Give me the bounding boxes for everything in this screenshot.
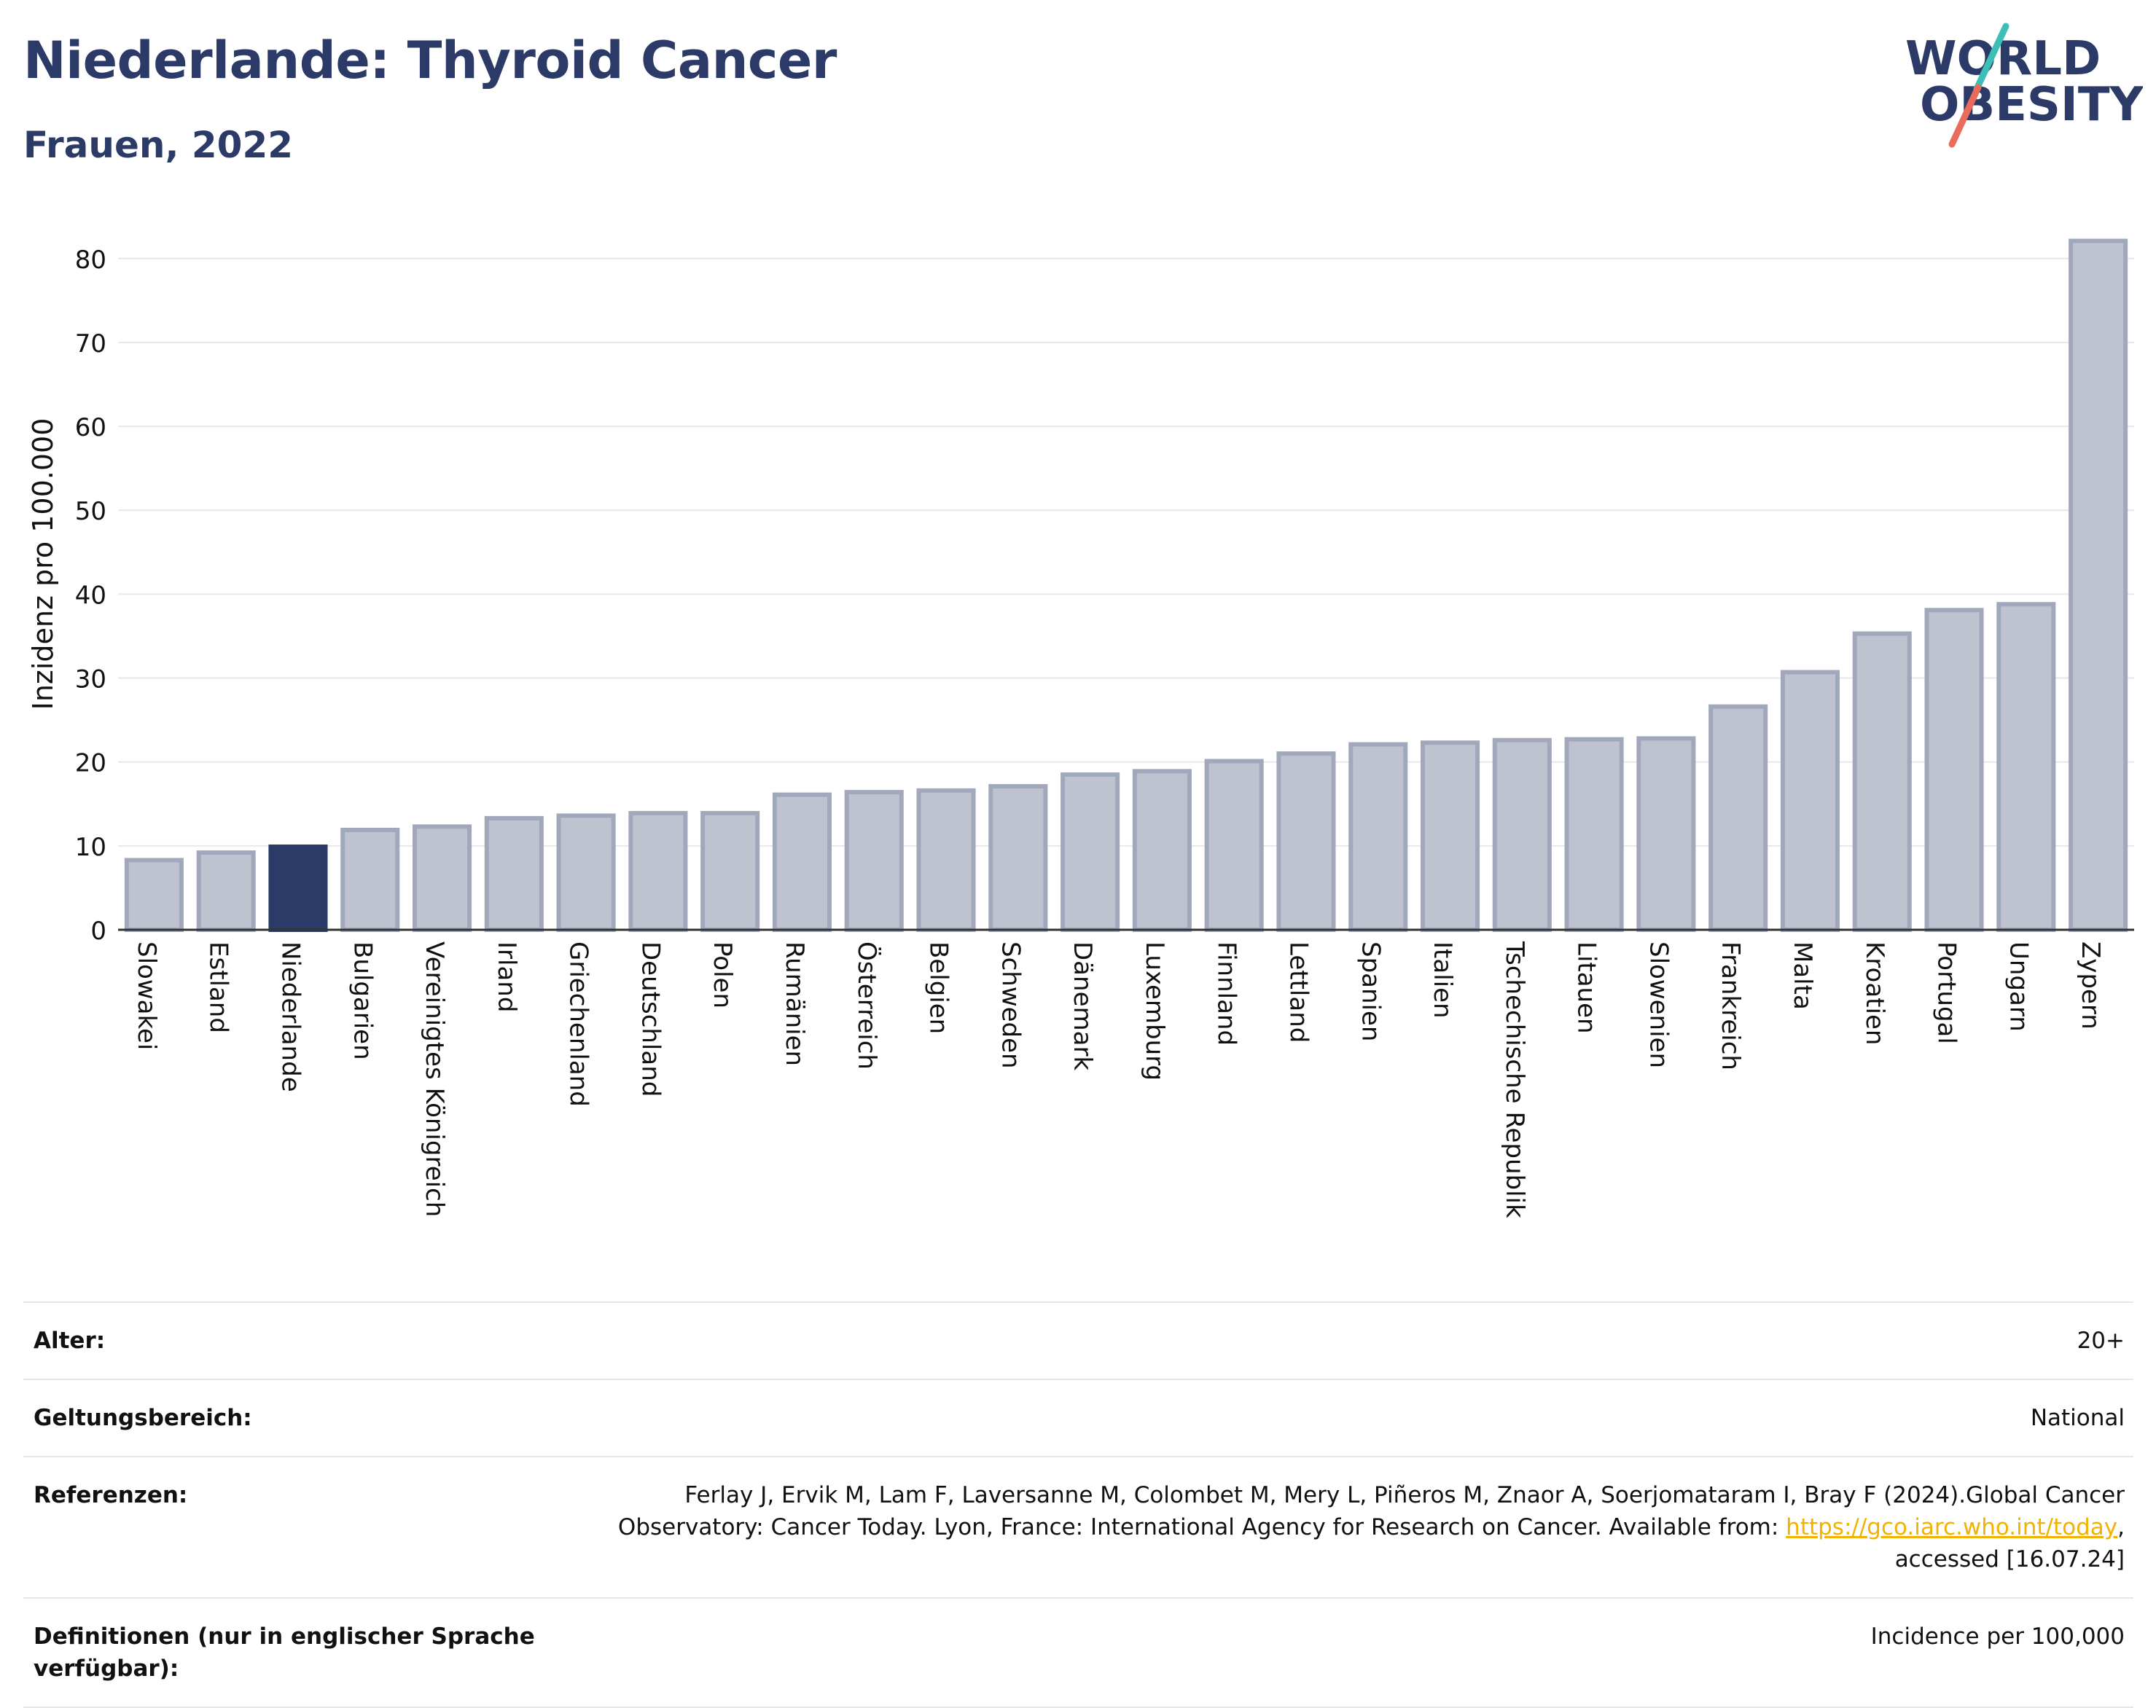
- world-obesity-logo: WORLD OBESITY: [1905, 23, 2143, 148]
- x-tick-label: Malta: [1788, 941, 1817, 1010]
- x-tick-label: Estland: [204, 941, 233, 1033]
- bar-tschechische-republik[interactable]: [1492, 737, 1552, 932]
- bar-polen[interactable]: [700, 810, 760, 932]
- bar-finnland[interactable]: [1204, 759, 1264, 933]
- info-table: Alter: 20+ Geltungsbereich: National Ref…: [23, 1301, 2133, 1708]
- bar-irland[interactable]: [484, 815, 544, 933]
- x-tick-label: Frankreich: [1716, 941, 1745, 1070]
- info-label-references: Referenzen:: [34, 1482, 188, 1508]
- reference-accessed: , accessed [16.07.24]: [1894, 1514, 2125, 1572]
- x-tick-label: Rumänien: [780, 941, 809, 1066]
- info-row-scope: Geltungsbereich: National: [23, 1379, 2133, 1456]
- info-value-scope: National: [2030, 1405, 2125, 1431]
- x-tick-label: Vereinigtes Königreich: [420, 941, 449, 1217]
- bar-bulgarien[interactable]: [340, 827, 400, 933]
- bar-estland[interactable]: [196, 850, 256, 932]
- info-value-references: Ferlay J, Ervik M, Lam F, Laversanne M, …: [602, 1479, 2125, 1575]
- x-tick-label: Deutschland: [636, 941, 665, 1097]
- reference-text: Ferlay J, Ervik M, Lam F, Laversanne M, …: [617, 1482, 2125, 1540]
- bar-vereinigtes-königreich[interactable]: [412, 824, 472, 933]
- bars: [124, 238, 2128, 933]
- x-tick-label: Kroatien: [1860, 941, 1889, 1045]
- bar-griechenland[interactable]: [556, 813, 616, 932]
- reference-link[interactable]: https://gco.iarc.who.int/today: [1786, 1514, 2118, 1540]
- bar-dänemark[interactable]: [1061, 772, 1120, 933]
- y-tick-label: 20: [75, 749, 106, 778]
- bar-slowenien[interactable]: [1636, 736, 1696, 932]
- logo-slash-coral: [1948, 84, 1982, 148]
- x-tick-label: Polen: [708, 941, 737, 1008]
- info-value-age: 20+: [2077, 1328, 2125, 1354]
- x-tick-label: Litauen: [1572, 941, 1601, 1034]
- x-axis-ticks: Slowakei Estland Niederlande Bulgarien Verei…: [132, 941, 2105, 1218]
- x-tick-label: Lettland: [1284, 941, 1313, 1043]
- y-tick-label: 0: [90, 917, 106, 946]
- info-label-scope: Geltungsbereich:: [34, 1405, 252, 1431]
- x-tick-label: Niederlande: [276, 941, 305, 1092]
- bar-lettland[interactable]: [1276, 751, 1336, 932]
- bar-rumänien[interactable]: [772, 792, 832, 933]
- x-tick-label: Zypern: [2076, 941, 2105, 1030]
- bar-luxemburg[interactable]: [1132, 769, 1192, 933]
- y-tick-label: 30: [75, 665, 106, 694]
- bar-kroatien[interactable]: [1852, 631, 1912, 932]
- y-tick-label: 70: [75, 329, 106, 359]
- y-axis-label: Inzidenz pro 100.000: [27, 418, 59, 710]
- x-tick-label: Schweden: [996, 941, 1025, 1069]
- bar-belgien[interactable]: [916, 788, 976, 933]
- logo-slash-teal: [1973, 23, 2009, 93]
- info-label-definitions: Definitionen (nur in englischer Sprache …: [34, 1623, 535, 1682]
- info-value-definitions: Incidence per 100,000: [1870, 1623, 2125, 1650]
- info-row-references: Referenzen: Ferlay J, Ervik M, Lam F, La…: [23, 1456, 2133, 1597]
- bar-niederlande[interactable]: [268, 845, 328, 932]
- y-tick-label: 10: [75, 833, 106, 862]
- info-row-age: Alter: 20+: [23, 1301, 2133, 1379]
- x-tick-label: Dänemark: [1068, 941, 1097, 1070]
- y-tick-label: 60: [75, 413, 106, 442]
- y-tick-label: 50: [75, 497, 106, 526]
- bar-portugal[interactable]: [1924, 608, 1984, 932]
- x-tick-label: Luxemburg: [1140, 941, 1169, 1081]
- x-tick-label: Finnland: [1212, 941, 1241, 1046]
- y-tick-label: 80: [75, 246, 106, 275]
- bar-slowakei[interactable]: [124, 858, 184, 933]
- y-tick-label: 40: [75, 581, 106, 610]
- bar-frankreich[interactable]: [1708, 704, 1768, 932]
- bar-malta[interactable]: [1780, 670, 1840, 932]
- bar-spanien[interactable]: [1348, 742, 1408, 932]
- bar-ungarn[interactable]: [1996, 602, 2056, 932]
- x-tick-label: Italien: [1428, 941, 1457, 1019]
- logo-word-obesity: OBESITY: [1920, 78, 2143, 132]
- x-tick-label: Spanien: [1356, 941, 1385, 1041]
- x-tick-label: Portugal: [1932, 941, 1961, 1044]
- bar-österreich[interactable]: [844, 790, 904, 932]
- bar-schweden[interactable]: [988, 784, 1048, 932]
- chart-subtitle: Frauen, 2022: [23, 124, 294, 166]
- x-tick-label: Slowenien: [1644, 941, 1673, 1068]
- x-tick-label: Griechenland: [564, 941, 593, 1107]
- x-tick-label: Irland: [492, 941, 521, 1012]
- bar-deutschland[interactable]: [628, 810, 688, 932]
- logo-word-world: WORLD: [1905, 32, 2101, 86]
- x-tick-label: Ungarn: [2004, 941, 2033, 1032]
- info-row-definitions: Definitionen (nur in englischer Sprache …: [23, 1597, 2133, 1708]
- info-label-age: Alter:: [34, 1328, 106, 1354]
- y-axis-ticks: 0 10 20 30 40 50 60 70 80: [75, 246, 106, 946]
- bar-litauen[interactable]: [1564, 737, 1624, 933]
- bar-italien[interactable]: [1420, 740, 1480, 932]
- x-tick-label: Slowakei: [132, 941, 161, 1050]
- x-tick-label: Österreich: [852, 941, 882, 1070]
- chart-title: Niederlande: Thyroid Cancer: [23, 31, 837, 90]
- x-tick-label: Bulgarien: [348, 941, 377, 1060]
- x-tick-label: Belgien: [924, 941, 953, 1034]
- bar-chart: 0 10 20 30 40 50 60 70 80 Slowakei Estland Niederl…: [27, 238, 2134, 1218]
- bar-zypern[interactable]: [2069, 238, 2128, 932]
- x-tick-label: Tschechische Republik: [1500, 941, 1529, 1218]
